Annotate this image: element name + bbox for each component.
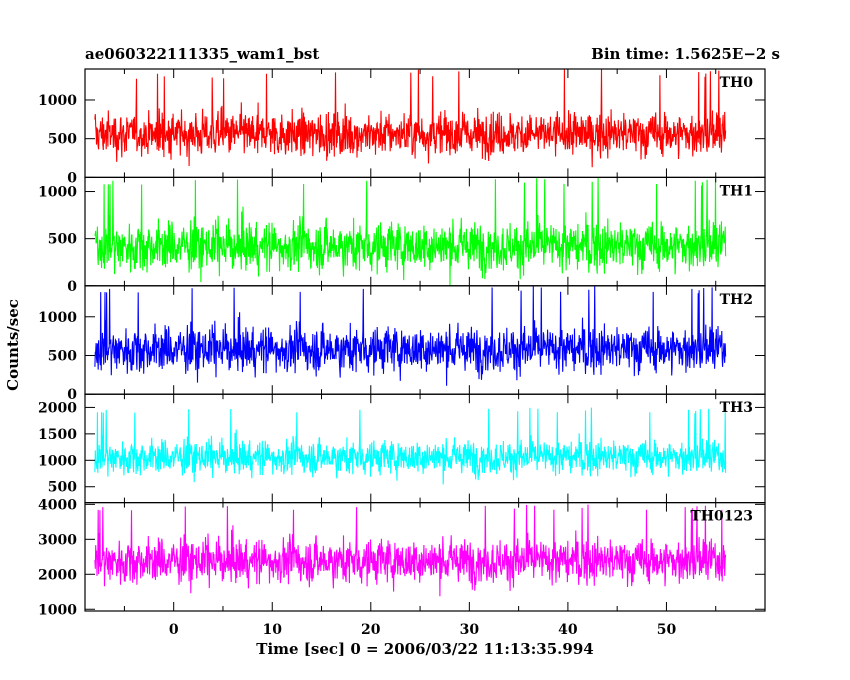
series-line-TH2 <box>94 286 727 386</box>
x-tick-label: 0 <box>169 622 179 638</box>
panel-label-TH1: TH1 <box>720 183 753 199</box>
x-tick-label: 50 <box>657 622 677 638</box>
x-tick-label: 30 <box>460 622 480 638</box>
y-tick-label: 500 <box>48 348 77 364</box>
y-tick-label: 500 <box>48 232 77 248</box>
panel-TH3: 500 1000 1500 2000 TH3 <box>38 393 766 504</box>
chart-title-left: ae060322111335_wam1_bst <box>85 45 319 63</box>
x-tick-label: 40 <box>558 622 578 638</box>
series-line-TH3 <box>94 407 727 485</box>
y-axis-label: Counts/sec <box>4 299 22 391</box>
series-line-TH1 <box>94 177 727 286</box>
panel-frame-TH0123 <box>84 502 766 612</box>
panel-TH0: 0 500 1000 TH0 <box>38 68 766 186</box>
y-tick-label: 1500 <box>38 427 77 443</box>
panel-label-TH3: TH3 <box>720 400 753 416</box>
panel-TH2: 0 500 1000 TH2 <box>38 285 766 403</box>
x-tick-label: 10 <box>263 622 283 638</box>
panel-label-TH2: TH2 <box>720 292 753 308</box>
y-tick-label: 500 <box>48 480 77 496</box>
chart-title-right: Bin time: 1.5625E−2 s <box>591 45 780 63</box>
y-tick-label: 2000 <box>38 567 77 583</box>
y-tick-label: 4000 <box>38 497 77 513</box>
y-tick-label: 500 <box>48 132 77 148</box>
panel-frame-TH0 <box>84 68 766 179</box>
y-tick-label: 0 <box>67 387 77 403</box>
y-tick-label: 1000 <box>38 602 77 618</box>
y-tick-label: 3000 <box>38 532 77 548</box>
y-tick-label: 1000 <box>38 93 77 109</box>
y-tick-label: 1000 <box>38 310 77 326</box>
x-axis-label: Time [sec] 0 = 2006/03/22 11:13:35.994 <box>256 640 593 658</box>
y-tick-label: 0 <box>67 170 77 186</box>
y-tick-label: 0 <box>67 279 77 295</box>
y-tick-label: 2000 <box>38 400 77 416</box>
x-tick-label: 20 <box>361 622 381 638</box>
y-tick-label: 1000 <box>38 453 77 469</box>
series-line-TH0123 <box>94 504 727 597</box>
panel-TH0123: 1000 2000 3000 4000 TH0123 <box>38 497 766 618</box>
series-line-TH0 <box>94 69 727 168</box>
panel-label-TH0: TH0 <box>720 75 754 91</box>
panel-TH1: 0 500 1000 TH1 <box>38 176 766 295</box>
panel-label-TH0123: TH0123 <box>690 509 753 525</box>
y-tick-label: 1000 <box>38 185 77 201</box>
